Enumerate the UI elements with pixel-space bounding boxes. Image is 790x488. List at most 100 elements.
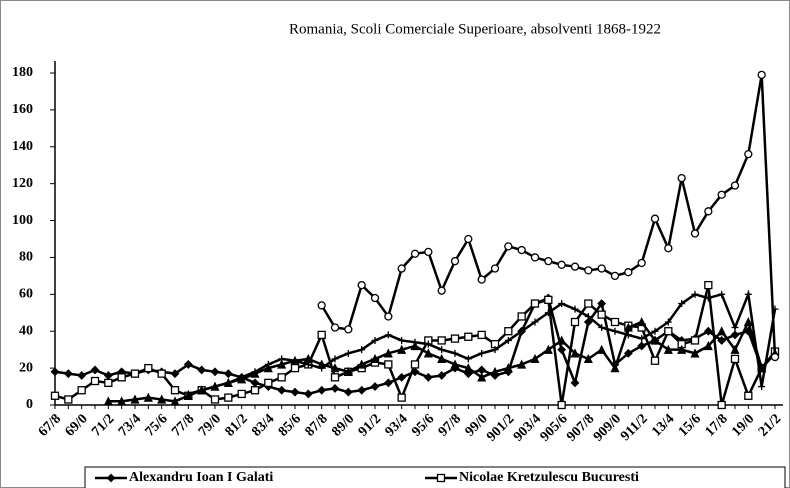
point	[677, 344, 687, 354]
point	[504, 336, 512, 344]
point	[690, 229, 700, 238]
legend-label: Alexandru Ioan I Galati	[129, 470, 273, 485]
point	[570, 317, 580, 327]
point	[637, 317, 647, 327]
point	[464, 355, 472, 363]
point	[504, 242, 513, 251]
point	[543, 344, 553, 354]
point	[743, 317, 753, 327]
point	[317, 301, 326, 310]
point	[318, 364, 326, 372]
point	[106, 473, 116, 483]
point	[450, 359, 460, 369]
point	[464, 234, 473, 244]
point	[544, 295, 553, 305]
point	[410, 249, 420, 258]
point	[90, 365, 100, 375]
point	[624, 331, 632, 339]
point	[651, 327, 659, 335]
chart-title: Romania, Scoli Comerciale Superioare, ab…	[289, 21, 661, 37]
y-tick-label: 160	[12, 102, 33, 117]
y-tick-label: 140	[12, 139, 33, 154]
point	[517, 312, 526, 321]
point	[450, 334, 460, 343]
point	[224, 379, 232, 387]
point	[437, 371, 447, 380]
point	[677, 173, 686, 183]
point	[437, 353, 447, 364]
point	[197, 365, 207, 375]
point	[530, 299, 540, 308]
point	[557, 335, 567, 345]
point	[557, 400, 566, 410]
point	[597, 310, 606, 319]
point	[397, 264, 406, 273]
point	[103, 396, 113, 406]
point	[157, 369, 166, 378]
point	[410, 341, 420, 351]
point	[664, 318, 672, 326]
point	[638, 335, 646, 343]
point	[504, 327, 513, 336]
point	[184, 390, 192, 398]
point	[437, 336, 446, 345]
point	[263, 363, 273, 373]
point	[210, 367, 220, 377]
point	[411, 338, 419, 346]
point	[63, 369, 73, 379]
point	[423, 348, 433, 358]
point	[744, 150, 753, 159]
point	[77, 386, 86, 395]
point	[690, 348, 700, 358]
point	[584, 312, 592, 320]
point	[330, 323, 340, 332]
point	[170, 396, 180, 406]
point	[730, 354, 740, 364]
point	[223, 369, 233, 379]
point	[210, 395, 220, 404]
point	[610, 271, 620, 281]
point	[183, 360, 193, 369]
point	[383, 348, 393, 358]
point	[277, 385, 287, 395]
point	[557, 260, 566, 269]
point	[478, 349, 486, 357]
point	[398, 336, 406, 344]
point	[637, 341, 647, 351]
point	[237, 389, 246, 399]
point	[570, 262, 580, 271]
point	[357, 280, 366, 290]
point	[730, 344, 740, 354]
point	[611, 327, 619, 335]
point	[623, 322, 633, 332]
point	[678, 300, 686, 308]
point	[424, 247, 433, 257]
point	[717, 326, 727, 336]
point	[343, 387, 353, 397]
point	[198, 386, 206, 394]
point	[424, 340, 432, 348]
y-tick-label: 100	[12, 213, 33, 228]
point	[343, 366, 353, 376]
point	[290, 363, 300, 373]
point	[90, 376, 100, 386]
point	[463, 363, 473, 373]
point	[597, 344, 607, 354]
point	[583, 353, 593, 364]
point	[64, 395, 73, 404]
point	[157, 394, 167, 404]
point	[623, 348, 633, 358]
point	[436, 473, 446, 483]
point	[384, 331, 392, 339]
y-tick-label: 40	[19, 323, 33, 338]
point	[717, 190, 726, 199]
point	[664, 244, 673, 253]
point	[503, 363, 513, 373]
point	[397, 372, 407, 382]
point	[703, 341, 713, 351]
point	[730, 330, 740, 340]
point	[718, 290, 726, 298]
point	[703, 326, 713, 336]
point	[423, 372, 433, 382]
